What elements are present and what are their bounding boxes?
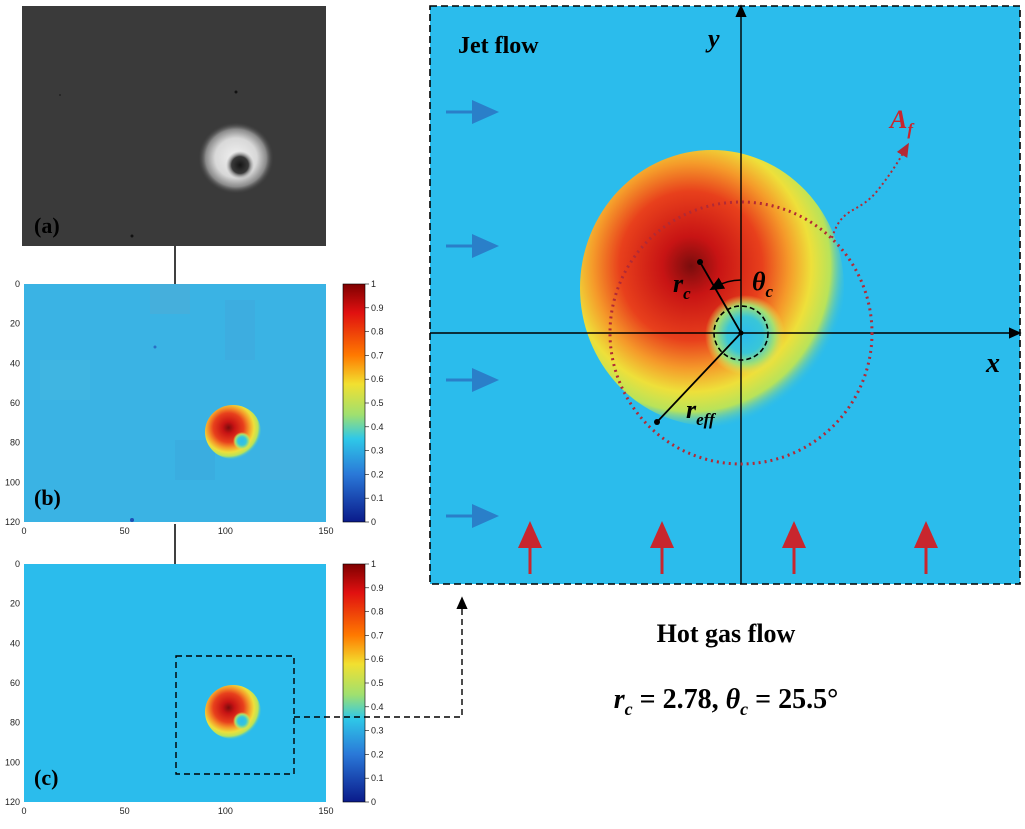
schematic-panel: Jet flow y x Af rc θc reff <box>429 4 1022 585</box>
heatmap-b-y-tick: 20 <box>10 319 20 329</box>
heatmap-b-x-tick: 100 <box>218 526 233 536</box>
theta-label: θc <box>752 267 774 301</box>
photo-dark-core <box>226 151 254 179</box>
heatmap-c-x-tick: 100 <box>218 806 233 816</box>
colorbar-b-tick-label: 0 <box>371 517 376 527</box>
heatmap-c-blob <box>205 685 261 739</box>
jet-flow-label: Jet flow <box>458 33 539 59</box>
heatmap-c-field <box>24 564 326 802</box>
heatmap-c-y-tick: 120 <box>5 797 20 807</box>
heatmap-c-x-tick: 50 <box>120 806 130 816</box>
colorbar-b-tick-label: 0.9 <box>371 303 384 313</box>
colorbar-c-tick-label: 0.4 <box>371 702 384 712</box>
heatmap-b-y-tick: 80 <box>10 438 20 448</box>
heatmap-b-y-tick: 120 <box>5 517 20 527</box>
heatmap-b-x-tick: 50 <box>120 526 130 536</box>
reff-end-dot <box>654 419 660 425</box>
centroid-dot <box>697 259 703 265</box>
heatmap-b-y-tick: 40 <box>10 358 20 368</box>
heatmap-c-y-tick: 60 <box>10 678 20 688</box>
panel-a-photo: (a) <box>22 6 326 246</box>
colorbar-b-tick-label: 0.8 <box>371 327 384 337</box>
heatmap-c-y-tick: 0 <box>15 559 20 569</box>
heatmap-c-hole <box>233 712 251 730</box>
colorbar-b-tick-label: 1 <box>371 279 376 289</box>
af-label: Af <box>888 105 915 139</box>
colorbar-c-tick-label: 0.2 <box>371 749 384 759</box>
colorbar-c-tick-label: 0.1 <box>371 773 384 783</box>
heatmap-b-hole <box>233 432 251 450</box>
colorbar-c-tick-label: 0.6 <box>371 654 384 664</box>
panel-c-label: (c) <box>34 765 58 790</box>
colorbar-b-tick-label: 0.4 <box>371 422 384 432</box>
colorbar-c-tick-label: 0.7 <box>371 630 384 640</box>
colorbar-c-tick-label: 0.9 <box>371 583 384 593</box>
reff-line <box>656 332 742 423</box>
zoom-connector-arrow <box>294 596 468 718</box>
colorbar-c-tick-label: 0.3 <box>371 726 384 736</box>
result-equation: rc = 2.78, θc = 25.5° <box>614 684 839 719</box>
heatmap-c-x-tick: 0 <box>21 806 26 816</box>
panel-b-label: (b) <box>34 485 61 510</box>
af-boundary-circle <box>608 200 874 466</box>
schematic-heat-blob <box>580 150 844 426</box>
colorbar-b-tick-label: 0.3 <box>371 446 384 456</box>
colorbar-c-tick-label: 1 <box>371 559 376 569</box>
panel-b-heatmap: (b) <box>24 284 326 522</box>
heatmap-b-blob <box>205 405 261 459</box>
center-dashed-circle <box>713 305 769 361</box>
colorbar-b-ticks: 1 0.9 0.8 0.7 0.6 0.5 0.4 0.3 0.2 0.1 0 <box>365 279 384 527</box>
heatmap-c-y-tick: 40 <box>10 638 20 648</box>
heatmap-c-x-tick: 150 <box>318 806 333 816</box>
schematic-border <box>429 5 1021 585</box>
theta-arc <box>709 277 742 291</box>
heatmap-b-y-tick: 100 <box>5 477 20 487</box>
colorbar-b-tick-label: 0.7 <box>371 350 384 360</box>
panel-a-label: (a) <box>34 213 60 238</box>
photo-speck <box>59 94 61 96</box>
panel-c-heatmap: (c) <box>24 564 326 802</box>
photo-speck <box>130 234 134 238</box>
heatmap-b-field <box>24 284 326 522</box>
colorbar-b-tick-label: 0.6 <box>371 374 384 384</box>
rc-label: rc <box>673 269 691 303</box>
colorbar-b-tick-label: 0.5 <box>371 398 384 408</box>
colorbar-c-tick-label: 0.5 <box>371 678 384 688</box>
colorbar-b-tick-label: 0.2 <box>371 469 384 479</box>
heatmap-c-y-tick: 100 <box>5 757 20 767</box>
colorbar-b-tick-label: 0.1 <box>371 493 384 503</box>
colorbar-b <box>342 283 366 523</box>
heatmap-c-y-tick: 20 <box>10 599 20 609</box>
x-axis-label: x <box>985 348 1000 379</box>
heatmap-c-y-tick: 80 <box>10 718 20 728</box>
hot-gas-flow-label: Hot gas flow <box>657 619 796 648</box>
rc-line <box>699 261 742 334</box>
heatmap-b-x-tick: 150 <box>318 526 333 536</box>
heatmap-b-x-tick: 0 <box>21 526 26 536</box>
photo-speck <box>234 90 238 94</box>
colorbar-c <box>342 563 366 803</box>
photo-background <box>22 6 326 246</box>
colorbar-c-ticks: 1 0.9 0.8 0.7 0.6 0.5 0.4 0.3 0.2 0.1 0 <box>365 559 384 807</box>
heatmap-b-y-tick: 60 <box>10 398 20 408</box>
zoom-selection-box <box>175 655 295 775</box>
colorbar-c-tick-label: 0.8 <box>371 607 384 617</box>
reff-label: reff <box>686 395 717 429</box>
heatmap-b-y-tick: 0 <box>15 279 20 289</box>
af-pointer-arrow <box>831 142 909 239</box>
y-axis-label: y <box>705 24 720 53</box>
colorbar-c-tick-label: 0 <box>371 797 376 807</box>
